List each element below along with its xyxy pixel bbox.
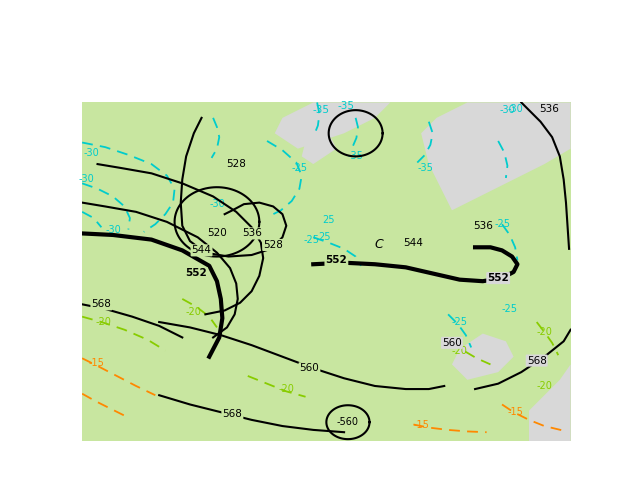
Text: 25: 25 [318, 232, 331, 242]
Text: -30: -30 [84, 147, 100, 157]
Text: 568: 568 [527, 356, 547, 366]
Text: 552: 552 [488, 273, 509, 283]
Text: -30: -30 [500, 105, 515, 115]
Text: 536: 536 [242, 228, 262, 239]
Text: -25: -25 [304, 235, 320, 245]
Text: 544: 544 [191, 245, 212, 255]
Text: -35: -35 [347, 151, 363, 161]
Text: 552: 552 [185, 269, 207, 278]
Polygon shape [275, 102, 391, 148]
Polygon shape [82, 102, 571, 441]
Text: 536: 536 [473, 220, 493, 231]
Text: -20: -20 [186, 307, 202, 317]
Polygon shape [529, 365, 571, 441]
Text: -30: -30 [209, 199, 225, 209]
Text: 552: 552 [325, 255, 347, 266]
Text: -15: -15 [507, 407, 523, 417]
Text: -35: -35 [417, 163, 433, 173]
Text: -20: -20 [96, 317, 112, 327]
Text: -25: -25 [501, 304, 518, 314]
Text: 560: 560 [442, 338, 462, 348]
Text: 568: 568 [91, 299, 112, 309]
Text: C: C [375, 239, 383, 251]
Polygon shape [452, 334, 514, 380]
Text: -25: -25 [451, 317, 468, 327]
Text: We 25-09-2024 00:00 UTC (18+54): We 25-09-2024 00:00 UTC (18+54) [418, 458, 628, 468]
Text: 560: 560 [299, 363, 320, 373]
Text: 528: 528 [263, 240, 283, 250]
Polygon shape [302, 133, 337, 164]
Text: -15: -15 [413, 419, 429, 430]
Text: 528: 528 [226, 159, 246, 169]
Text: ©weatheronline.co.uk: ©weatheronline.co.uk [503, 476, 628, 486]
Text: -20: -20 [278, 384, 294, 394]
Text: -35: -35 [313, 105, 330, 115]
Text: -30: -30 [507, 103, 523, 114]
Text: -30: -30 [78, 174, 94, 185]
Text: Height/Temp. 500 hPa [gdmp][°C] GFS: Height/Temp. 500 hPa [gdmp][°C] GFS [6, 458, 243, 468]
Polygon shape [421, 102, 571, 210]
Text: 520: 520 [207, 228, 227, 239]
Text: -560: -560 [337, 417, 359, 427]
Text: 25: 25 [323, 215, 335, 224]
Text: -15: -15 [88, 358, 104, 368]
Text: -25: -25 [292, 163, 307, 173]
Text: -20: -20 [536, 327, 552, 337]
Text: -30: -30 [105, 224, 121, 235]
Text: 536: 536 [539, 103, 559, 114]
Text: -25: -25 [494, 219, 510, 229]
Text: -20: -20 [536, 381, 552, 391]
Text: 568: 568 [223, 410, 242, 419]
Text: 544: 544 [403, 238, 424, 247]
Text: -35: -35 [337, 101, 354, 111]
Text: -20: -20 [451, 345, 468, 356]
